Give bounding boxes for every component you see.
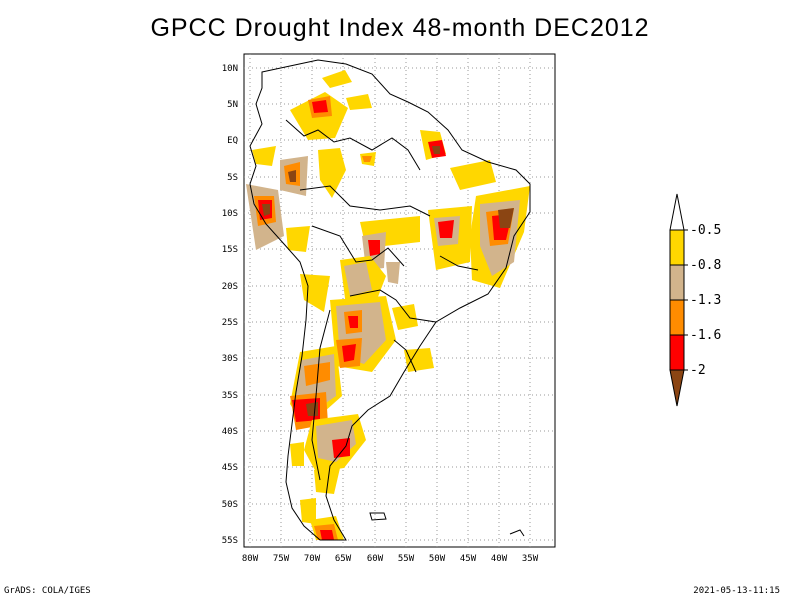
lon-label: 50W (429, 554, 446, 564)
map-title: GPCC Drought Index 48-month DEC2012 (150, 14, 650, 42)
lat-label: 55S (222, 536, 238, 546)
colorbar-bottom-arrow (669, 369, 685, 407)
colorbar-label: -1.6 (690, 328, 721, 343)
lat-label: 45S (222, 463, 238, 473)
lat-labels: 10N 5N EQ 5S 10S 15S 20S 25S 30S 35S 40S… (222, 64, 238, 546)
coastline (249, 59, 531, 541)
lat-label: 30S (222, 354, 238, 364)
lon-labels: 80W 75W 70W 65W 60W 55W 50W 45W 40W 35W (242, 554, 539, 564)
colorbar-label: -1.3 (690, 293, 721, 308)
lon-label: 45W (460, 554, 477, 564)
footer-credit: GrADS: COLA/IGES (4, 586, 91, 596)
lat-label: 5S (227, 173, 238, 183)
lon-label: 60W (367, 554, 384, 564)
lon-label: 55W (398, 554, 415, 564)
grid-lines (244, 54, 555, 547)
lat-label: 40S (222, 427, 238, 437)
lat-label: 10N (222, 64, 238, 74)
lat-label: 50S (222, 500, 238, 510)
lon-label: 70W (304, 554, 321, 564)
colorbar: -0.5 -0.8 -1.3 -1.6 -2 (669, 193, 721, 407)
colorbar-label: -2 (690, 363, 706, 378)
lat-label: EQ (227, 136, 238, 146)
lat-label: 15S (222, 245, 238, 255)
lon-label: 80W (242, 554, 259, 564)
lon-label: 40W (491, 554, 508, 564)
lat-label: 5N (227, 100, 238, 110)
lon-label: 75W (273, 554, 290, 564)
colorbar-swatch (669, 334, 685, 371)
colorbar-label: -0.5 (690, 223, 721, 238)
footer-timestamp: 2021-05-13-11:15 (693, 586, 780, 596)
colorbar-top-arrow (669, 193, 685, 231)
lat-label: 20S (222, 282, 238, 292)
lon-label: 35W (522, 554, 539, 564)
colorbar-swatch (669, 264, 685, 301)
lat-label: 35S (222, 391, 238, 401)
lon-label: 65W (335, 554, 352, 564)
colorbar-label: -0.8 (690, 258, 721, 273)
colorbar-swatch (669, 299, 685, 336)
map-frame (243, 53, 556, 548)
colorbar-swatch (669, 229, 685, 266)
lat-label: 10S (222, 209, 238, 219)
lat-label: 25S (222, 318, 238, 328)
